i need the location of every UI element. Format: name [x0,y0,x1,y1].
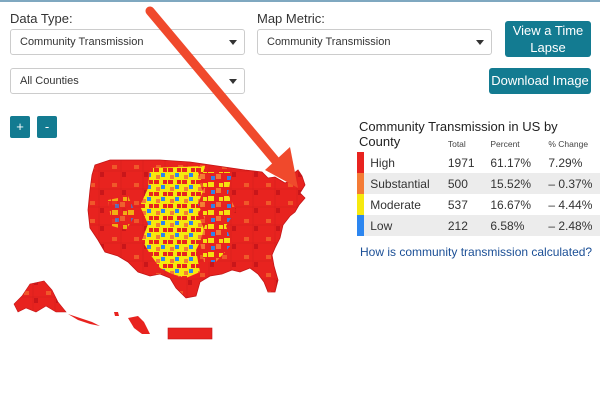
legend-total: 500 [441,173,485,194]
legend-row-substantial: Substantial 500 15.52% – 0.37% [357,173,600,194]
map-metric-select[interactable]: Community Transmission [257,29,492,55]
central-plains-region [140,166,206,278]
map-metric-value: Community Transmission [267,36,391,48]
low-swatch [357,215,365,236]
data-type-label: Data Type: [10,11,73,26]
moderate-swatch [357,194,365,215]
chevron-down-icon [229,79,237,84]
data-type-select[interactable]: Community Transmission [10,29,245,55]
annotation-arrow-icon [145,6,298,188]
puerto-rico [167,327,213,340]
legend-title: Community Transmission in US by County [359,119,558,149]
legend-percent: 61.17% [490,155,532,170]
legend-percent: 16.67% [490,197,532,212]
legend-level: High [370,155,395,170]
midwest-region [198,172,236,262]
transmission-calculation-link[interactable]: How is community transmission calculated… [360,245,593,259]
counties-value: All Counties [20,75,79,87]
legend-level: Substantial [364,173,442,194]
legend-percent: 6.58% [484,215,543,236]
legend-percent: 15.52% [484,173,543,194]
legend-total: 1971 [447,155,475,170]
legend-change: 7.29% [548,155,583,170]
header-total: Total [447,138,466,149]
chevron-down-icon [476,40,484,45]
view-time-lapse-button[interactable]: View a Time Lapse [505,21,591,57]
legend-change: – 2.48% [542,215,600,236]
chevron-down-icon [229,40,237,45]
legend-row-high: High 1971 61.17% 7.29% [357,152,600,173]
legend-level: Moderate [370,197,421,212]
map-metric-label: Map Metric: [257,11,325,26]
zoom-out-button[interactable]: - [37,116,57,138]
substantial-swatch [357,173,365,194]
legend-change: – 0.37% [542,173,600,194]
alaska [13,280,67,313]
legend-change: – 4.44% [548,197,593,212]
legend-table: Total Percent % Change High 1971 61.17% … [357,136,600,236]
legend-row-low: Low 212 6.58% – 2.48% [357,215,600,236]
mixed-west-region [108,196,136,230]
high-swatch [357,152,365,173]
legend-total: 537 [447,197,468,212]
header-percent: Percent [490,138,520,149]
data-type-value: Community Transmission [20,36,144,48]
legend-row-moderate: Moderate 537 16.67% – 4.44% [357,194,600,215]
header-change: % Change [548,138,589,149]
zoom-in-button[interactable]: + [10,116,30,138]
download-image-button[interactable]: Download Image [489,68,591,94]
top-divider [0,0,600,2]
legend-total: 212 [441,215,485,236]
legend-level: Low [364,215,442,236]
